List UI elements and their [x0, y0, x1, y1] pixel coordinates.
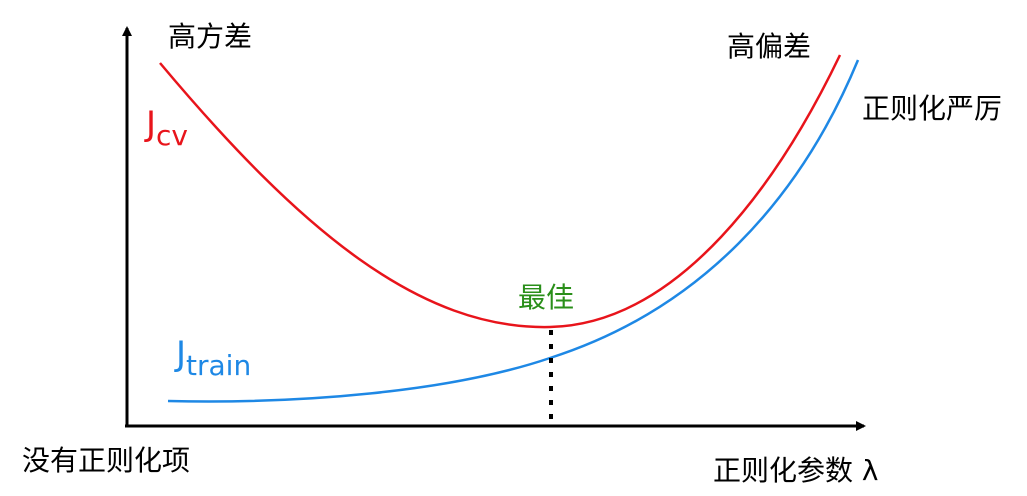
- high-variance-label: 高方差: [168, 20, 252, 53]
- high-bias-label: 高偏差: [727, 30, 811, 63]
- train-main: J: [174, 334, 186, 374]
- train-sub: train: [186, 349, 251, 382]
- train-curve: [167, 59, 860, 403]
- cv-sub: cv: [156, 119, 188, 152]
- strong-regularization-label: 正则化严厉: [862, 92, 1002, 125]
- x-axis-label: 正则化参数 λ: [713, 454, 878, 487]
- no-regularization-label: 没有正则化项: [22, 444, 190, 477]
- cv-curve: [159, 54, 842, 329]
- cv-main: J: [144, 104, 156, 144]
- cv-label: Jcv: [144, 104, 188, 152]
- train-label: Jtrain: [174, 334, 251, 382]
- best-label: 最佳: [518, 281, 574, 314]
